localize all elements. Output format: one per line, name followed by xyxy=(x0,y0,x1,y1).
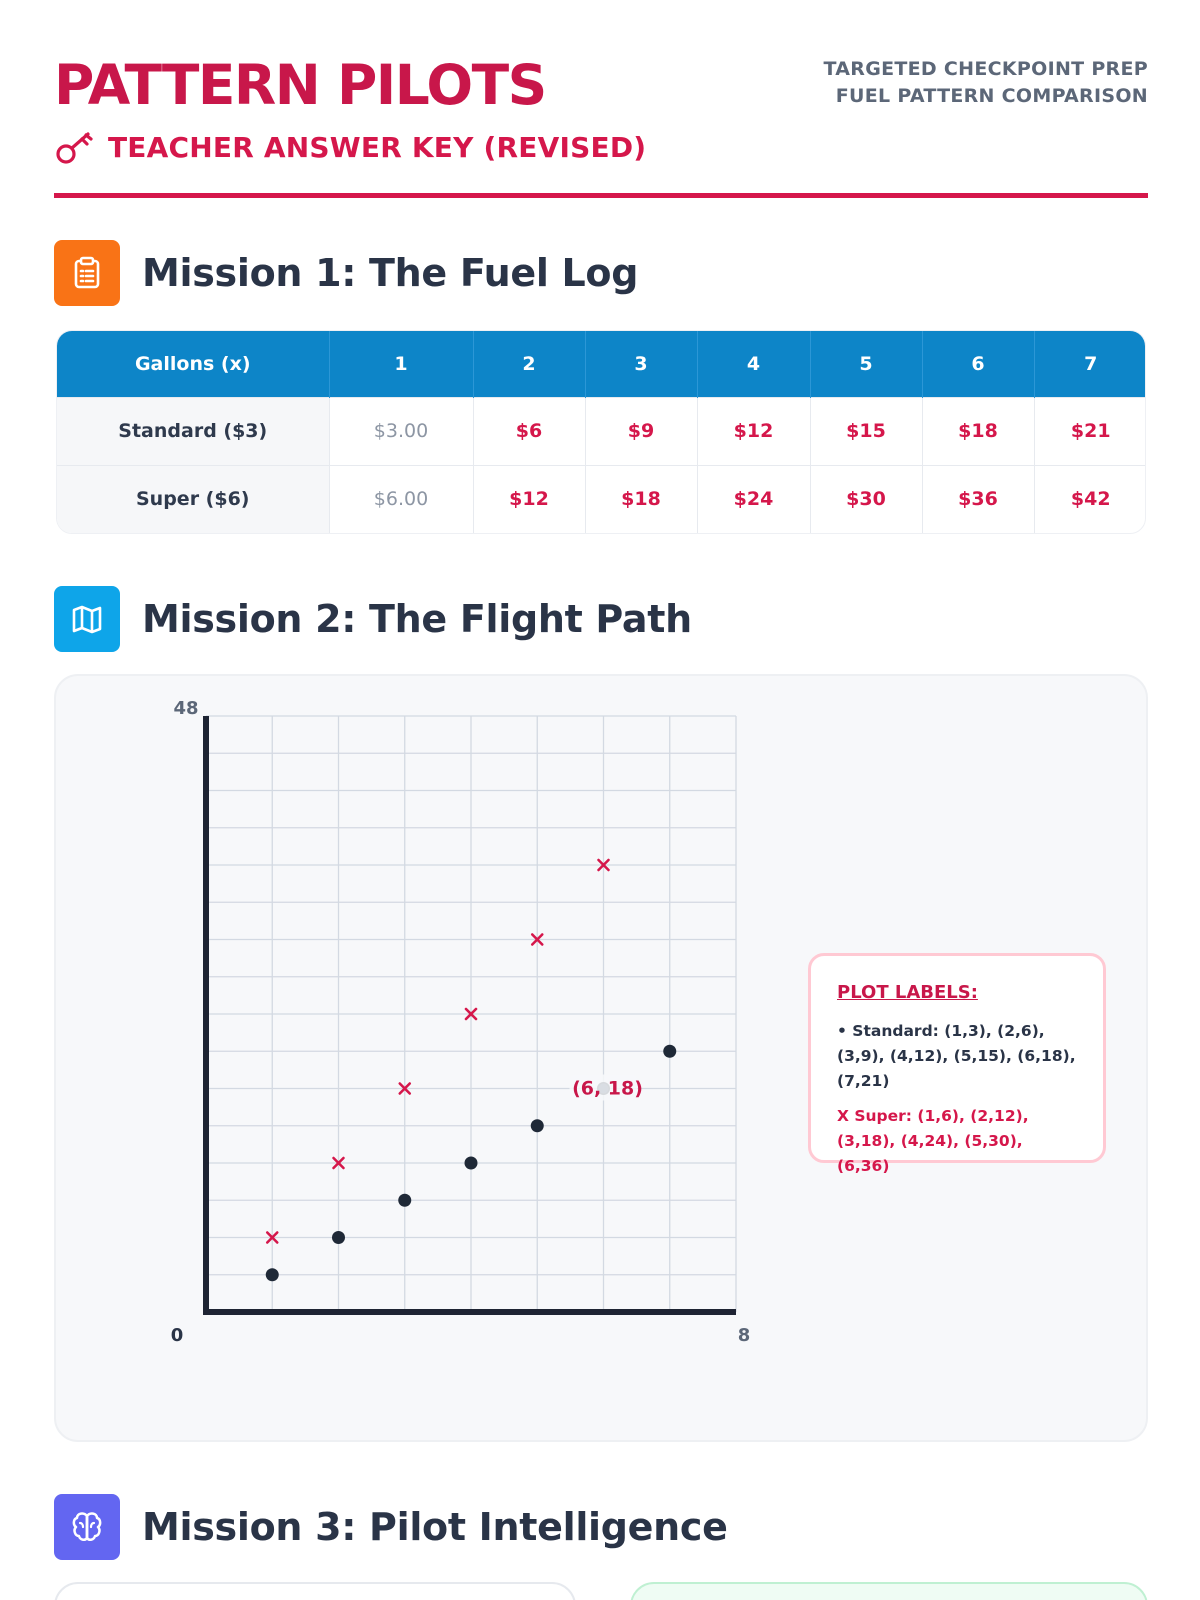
table-cell: $15 xyxy=(810,396,923,465)
table-cell: $12 xyxy=(473,464,586,533)
column-header: 3 xyxy=(585,331,698,397)
table-row: Super ($6) $6.00 $12 $18 $24 $30 $36 $42 xyxy=(57,464,1145,533)
column-header: Gallons (x) xyxy=(57,331,330,397)
page-header: PATTERN PILOTS TEACHER ANSWER KEY (REVIS… xyxy=(54,52,1148,200)
table-cell: $9 xyxy=(585,396,698,465)
answer-key-subtitle: TEACHER ANSWER KEY (REVISED) xyxy=(54,126,646,168)
plot-labels-title: PLOT LABELS: xyxy=(837,982,978,1003)
mission2-heading: Mission 2: The Flight Path xyxy=(54,586,692,652)
fuel-log-table: Gallons (x) 1 2 3 4 5 6 7 Standard ($3) … xyxy=(56,330,1146,534)
column-header: 5 xyxy=(810,331,923,397)
table-cell: $42 xyxy=(1034,464,1145,533)
column-header: 6 xyxy=(922,331,1035,397)
mission2-title: Mission 2: The Flight Path xyxy=(142,597,692,641)
column-header: 1 xyxy=(329,331,474,397)
subtitle-text: TEACHER ANSWER KEY (REVISED) xyxy=(108,130,647,164)
column-header: 4 xyxy=(697,331,811,397)
prep-info: TARGETED CHECKPOINT PREP FUEL PATTERN CO… xyxy=(824,56,1149,110)
key-icon xyxy=(56,132,93,164)
header-divider xyxy=(54,193,1148,198)
mission3-card-left xyxy=(54,1582,576,1600)
mission3-card-right xyxy=(630,1582,1148,1600)
table-cell: $21 xyxy=(1034,396,1145,465)
mission1-title: Mission 1: The Fuel Log xyxy=(142,251,639,295)
map-icon xyxy=(54,586,120,652)
mission3-title: Mission 3: Pilot Intelligence xyxy=(142,1505,728,1549)
table-cell: $6 xyxy=(473,396,586,465)
brand-title: PATTERN PILOTS xyxy=(54,53,547,117)
column-header: 2 xyxy=(473,331,586,397)
table-cell: $18 xyxy=(585,464,698,533)
table-row: Standard ($3) $3.00 $6 $9 $12 $15 $18 $2… xyxy=(57,396,1145,465)
table-cell: $18 xyxy=(922,396,1035,465)
table-cell: $3.00 xyxy=(329,396,474,465)
table-cell: $6.00 xyxy=(329,464,474,533)
brain-icon xyxy=(54,1494,120,1560)
mission1-heading: Mission 1: The Fuel Log xyxy=(54,240,638,306)
row-label: Super ($6) xyxy=(57,464,330,533)
standard-points-text: • Standard: (1,3), (2,6), (3,9), (4,12),… xyxy=(837,1022,1076,1090)
clipboard-icon xyxy=(54,240,120,306)
table-cell: $12 xyxy=(697,396,811,465)
super-points-text: X Super: (1,6), (2,12), (3,18), (4,24), … xyxy=(837,1107,1029,1175)
table-cell: $30 xyxy=(810,464,923,533)
table-cell: $24 xyxy=(697,464,811,533)
row-label: Standard ($3) xyxy=(57,396,330,465)
prep-line-2: FUEL PATTERN COMPARISON xyxy=(835,85,1148,107)
prep-line-1: TARGETED CHECKPOINT PREP xyxy=(823,58,1148,80)
column-header: 7 xyxy=(1034,331,1145,397)
plot-labels-box: PLOT LABELS: • Standard: (1,3), (2,6), (… xyxy=(808,953,1106,1175)
table-cell: $36 xyxy=(922,464,1035,533)
mission3-heading: Mission 3: Pilot Intelligence xyxy=(54,1494,728,1560)
table-header-row: Gallons (x) 1 2 3 4 5 6 7 xyxy=(57,331,1145,397)
